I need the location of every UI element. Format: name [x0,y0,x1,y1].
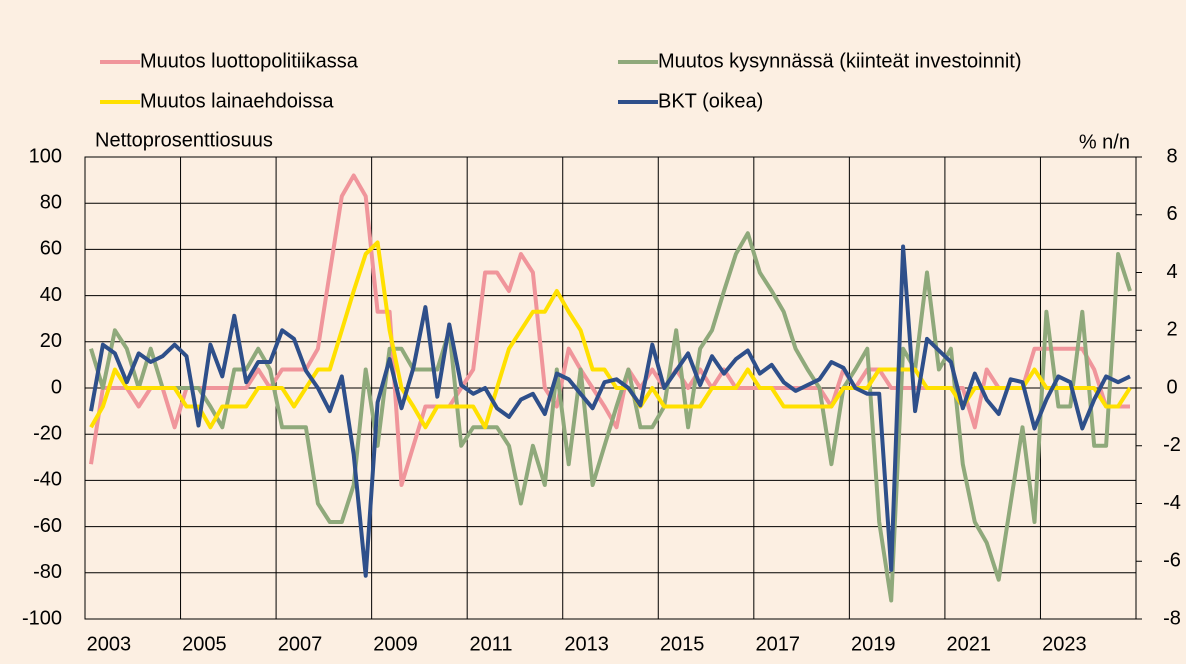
y2-tick-label: 6 [1166,203,1177,225]
legend-label: BKT (oikea) [658,90,763,112]
y2-tick-label: 4 [1166,261,1177,283]
y2-tick-label: -8 [1163,607,1181,629]
plot-frame [84,156,1137,620]
x-tick-label: 2023 [1042,633,1087,655]
x-tick-label: 2017 [755,633,800,655]
y-axis-title: Nettoprosenttiosuus [95,129,273,151]
y-tick-label: 100 [29,145,62,167]
y-tick-label: -80 [33,561,62,583]
x-tick-label: 2007 [278,633,323,655]
x-tick-label: 2019 [851,633,896,655]
x-tick-label: 2011 [470,633,513,655]
y-tick-label: 80 [40,191,62,213]
y2-tick-label: 0 [1166,376,1177,398]
y-tick-label: 60 [40,238,62,260]
y-tick-label: -40 [33,469,62,491]
x-tick-label: 2013 [564,633,609,655]
series-line [89,244,1131,578]
x-tick-label: 2005 [182,633,227,655]
x-tick-label: 2015 [660,633,705,655]
y-tick-label: 40 [40,284,62,306]
y-tick-label: 0 [51,376,62,398]
y-tick-label: -60 [33,515,62,537]
series-line [89,231,1132,603]
y-tick-label: -100 [22,607,62,629]
y2-tick-label: -4 [1163,492,1181,514]
y-tick-label: 20 [40,330,62,352]
y-tick-label: -20 [33,422,62,444]
x-tick-label: 2021 [947,633,992,655]
x-tick-label: 2009 [373,633,418,655]
legend-label: Muutos lainaehdoissa [140,90,334,112]
x-tick-label: 2003 [87,633,132,655]
y2-tick-label: 2 [1166,319,1177,341]
y2-axis-title: % n/n [1079,131,1130,153]
y2-tick-label: 8 [1166,145,1177,167]
y2-tick-label: -2 [1163,434,1181,456]
legend-label: Muutos kysynnässä (kiinteät investoinnit… [658,50,1022,72]
legend-label: Muutos luottopolitiikassa [140,50,359,72]
y2-tick-label: -6 [1163,550,1181,572]
